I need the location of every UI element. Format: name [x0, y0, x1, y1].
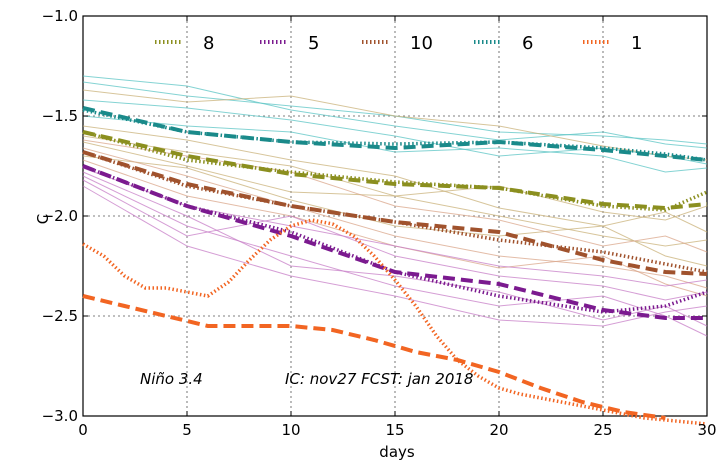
series-line-dashed	[82, 294, 666, 420]
ensemble-member-line	[82, 147, 708, 289]
ensemble-member-line	[82, 159, 708, 297]
legend-label: 5	[308, 33, 319, 54]
ensemble-member-line	[82, 179, 708, 301]
annotation-region: Niño 3.4	[140, 370, 203, 388]
x-tick-label: 20	[489, 421, 508, 439]
annotation-forecast-info: IC: nov27 FCST: jan 2018	[285, 370, 473, 388]
ensemble-member-line	[82, 115, 708, 173]
x-tick-label: 25	[593, 421, 612, 439]
ensemble-member-line	[82, 175, 708, 337]
axis-ticks: 0 5 10 15 20 25 30−1.0−1.5−2.0−2.5−3.0	[42, 7, 717, 439]
ensemble-member-line	[82, 75, 708, 149]
ensemble-member-line	[82, 141, 708, 247]
ensemble-member-line	[82, 171, 708, 327]
series-line-dotted	[82, 150, 708, 274]
ensemble-member-line	[82, 125, 708, 233]
y-axis-label: C	[34, 214, 52, 224]
y-tick-label: −2.0	[42, 207, 78, 225]
legend: 8 5 10 6 1	[155, 33, 642, 54]
y-tick-label: −3.0	[42, 407, 78, 425]
ensemble-member-line	[82, 139, 708, 253]
series-lines	[82, 106, 708, 426]
ensemble-member-line	[82, 185, 708, 327]
x-tick-label: 30	[697, 421, 716, 439]
y-tick-label: −2.5	[42, 307, 78, 325]
x-tick-label: 10	[281, 421, 300, 439]
legend-label: 6	[522, 33, 533, 54]
ensemble-member-line	[82, 81, 708, 145]
legend-label: 10	[410, 33, 433, 54]
y-tick-label: −1.0	[42, 7, 78, 25]
x-tick-label: 0	[78, 421, 88, 439]
legend-label: 8	[203, 33, 214, 54]
series-line-dashed	[82, 130, 708, 211]
series-line-dashed	[82, 150, 708, 276]
y-tick-label: −1.5	[42, 107, 78, 125]
ensemble-member-line	[82, 135, 708, 221]
x-tick-label: 15	[385, 421, 404, 439]
series-line-dashed	[82, 164, 707, 320]
series-line-dashed	[82, 106, 708, 162]
legend-label: 1	[631, 33, 642, 54]
x-axis-label: days	[379, 443, 415, 461]
series-line-dotted	[82, 218, 708, 426]
x-tick-label: 5	[182, 421, 192, 439]
